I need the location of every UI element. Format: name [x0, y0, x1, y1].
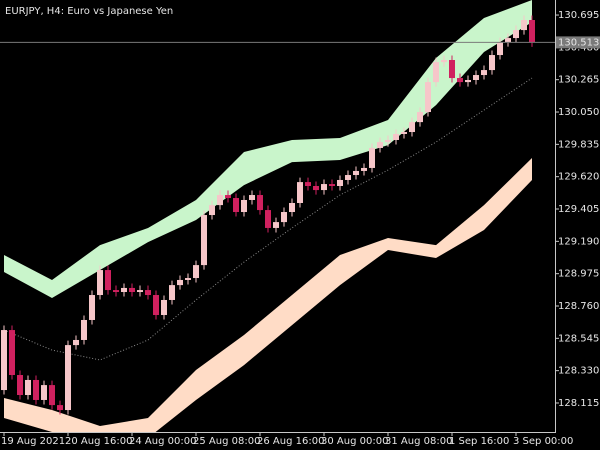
candle-body — [345, 175, 351, 180]
candle-body — [145, 290, 151, 296]
candle-body — [89, 295, 95, 320]
y-tick-label: 128.115 — [558, 398, 599, 409]
candle-body — [393, 133, 399, 140]
last-price-label: 130.513 — [558, 37, 599, 48]
candle-body — [217, 195, 223, 206]
candle-body — [385, 139, 391, 143]
candle-body — [305, 182, 311, 187]
candle-body — [465, 79, 471, 83]
candle-body — [433, 62, 439, 83]
candle-body — [337, 179, 343, 187]
candle-body — [529, 19, 535, 43]
x-tick-label: 1 Sep 16:00 — [449, 436, 509, 447]
candle-body — [129, 287, 135, 293]
x-tick-label: 20 Aug 16:00 — [65, 436, 132, 447]
candle-body — [177, 279, 183, 286]
candle-body — [377, 142, 383, 148]
candle-body — [273, 222, 279, 228]
candle-body — [369, 147, 375, 168]
candle-body — [161, 299, 167, 316]
candle-body — [297, 182, 303, 203]
candle-body — [417, 112, 423, 123]
candle-body — [17, 375, 23, 396]
candle-body — [353, 170, 359, 176]
candle-body — [473, 75, 479, 80]
x-tick-label: 26 Aug 16:00 — [257, 436, 324, 447]
candle-body — [97, 270, 103, 296]
candle-body — [1, 330, 7, 391]
candle-body — [73, 339, 79, 346]
band — [4, 0, 532, 299]
candle-body — [233, 198, 239, 213]
candle-body — [65, 345, 71, 411]
candle-body — [513, 30, 519, 39]
x-tick-label: 31 Aug 08:00 — [385, 436, 452, 447]
candle-body — [49, 385, 55, 406]
candle-body — [25, 379, 31, 396]
candle-body — [497, 42, 503, 56]
candle-body — [329, 184, 335, 187]
candle-body — [361, 167, 367, 171]
candle-body — [489, 55, 495, 71]
x-tick-label: 30 Aug 00:00 — [321, 436, 388, 447]
candle-body — [265, 210, 271, 228]
x-tick-label: 19 Aug 2021 — [1, 436, 65, 447]
candle-body — [313, 186, 319, 191]
y-tick-label: 128.545 — [558, 333, 599, 344]
candle-body — [441, 59, 447, 63]
candle-body — [105, 270, 111, 291]
chart-title: EURJPY, H4: Euro vs Japanese Yen — [5, 6, 173, 17]
y-tick-label: 128.760 — [558, 301, 599, 312]
candle-body — [193, 265, 199, 279]
x-tick-label: 24 Aug 00:00 — [129, 436, 196, 447]
candle-body — [409, 122, 415, 133]
candle-body — [505, 38, 511, 43]
candle-body — [41, 385, 47, 400]
y-tick-label: 128.975 — [558, 269, 599, 280]
y-tick-label: 129.405 — [558, 204, 599, 215]
middle-line — [3, 77, 533, 361]
candle-body — [225, 195, 231, 199]
candle-body — [137, 290, 143, 293]
candle-body — [481, 70, 487, 76]
candle-body — [457, 78, 463, 83]
candle-body — [9, 330, 15, 376]
last-price-box — [556, 36, 600, 49]
candle-body — [521, 19, 527, 31]
candle-body — [401, 132, 407, 134]
y-tick-label: 130.050 — [558, 107, 599, 118]
y-tick-label: 129.190 — [558, 236, 599, 247]
y-tick-label: 130.265 — [558, 75, 599, 86]
candle-body — [241, 199, 247, 213]
y-tick-label: 130.695 — [558, 10, 599, 21]
candle-body — [321, 184, 327, 191]
x-tick-label: 25 Aug 08:00 — [193, 436, 260, 447]
y-tick-label: 129.620 — [558, 172, 599, 183]
x-tick-label: 3 Sep 00:00 — [513, 436, 573, 447]
candle-body — [209, 205, 215, 216]
candle-body — [81, 319, 87, 340]
candle-body — [201, 215, 207, 266]
candle-body — [257, 195, 263, 211]
candle-body — [33, 379, 39, 400]
candle-body — [425, 82, 431, 113]
candle-body — [57, 405, 63, 411]
candle-body — [281, 212, 287, 223]
candle-body — [113, 290, 119, 293]
candle-body — [249, 195, 255, 200]
candle-body — [169, 285, 175, 300]
plot-area — [1, 0, 535, 432]
candle-body — [121, 287, 127, 293]
y-tick-label: 129.835 — [558, 139, 599, 150]
candle-body — [185, 278, 191, 280]
candle-body — [449, 59, 455, 79]
y-tick-label: 128.330 — [558, 366, 599, 377]
candle-body — [289, 202, 295, 213]
candle-body — [153, 295, 159, 316]
